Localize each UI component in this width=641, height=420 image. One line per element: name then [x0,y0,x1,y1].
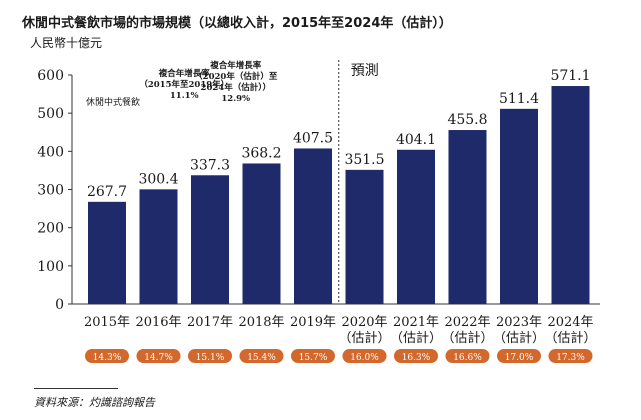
x-tick-label: 2021年 [393,315,439,330]
growth-badge [548,349,593,363]
x-tick-label: 2016年 [135,315,181,330]
bar [500,108,538,304]
growth-badge [342,349,387,363]
bar [191,175,229,304]
bar-value-label: 351.5 [344,152,384,168]
x-tick-label: 2015年 [84,315,130,330]
growth-badge-label: 17.3% [556,353,585,363]
cagr-annotation-line: 12.9% [221,94,250,104]
growth-badge-label: 17.0% [505,353,534,363]
x-tick-label: 2022年 [444,315,490,330]
growth-badge [136,349,181,363]
x-tick-label: （估計） [338,330,390,346]
cagr-annotation-line: （2015年至2019年） [139,79,229,90]
cagr-annotation-line: 複合年增長率 [158,68,211,79]
growth-badge [394,349,438,363]
bar-value-label: 511.4 [499,91,539,107]
growth-badge-label: 15.4% [247,353,276,363]
bar-value-label: 300.4 [138,171,178,187]
source-divider [34,388,118,389]
growth-badge [445,349,490,363]
bar [551,86,590,304]
bar-value-label: 571.1 [550,68,590,84]
growth-badge-label: 14.3% [93,353,122,363]
bar [88,201,126,304]
x-tick-label: （估計） [544,330,596,346]
growth-badge [239,349,284,363]
x-tick-label: （估計） [493,330,545,346]
bar-value-label: 368.2 [241,145,281,161]
growth-badge-label: 14.7% [144,353,173,363]
growth-badge-label: 16.0% [350,353,379,363]
growth-badge [188,349,232,363]
bar [139,189,178,304]
y-tick-label: 500 [37,106,64,122]
x-tick-label: （估計） [441,330,493,346]
bar [448,130,487,304]
bar [242,163,281,304]
chart-title: 休閒中式餐飲市場的市場規模（以總收入計，2015年至2024年（估計）） [22,16,452,31]
y-tick-label: 600 [37,68,64,84]
y-tick-label: 200 [37,221,64,237]
bar [294,148,332,304]
x-tick-label: （估計） [390,330,442,346]
x-tick-label: 2020年 [341,315,387,330]
cagr-annotation-line: （2020年（估計）至 [194,71,278,82]
x-tick-label: 2019年 [290,315,336,330]
growth-badge [497,349,541,363]
bar [345,169,384,304]
bar-value-label: 267.7 [87,184,127,200]
x-tick-label: 2023年 [496,315,542,330]
growth-badge-label: 15.7% [299,353,328,363]
x-tick-label: 2024年 [547,315,593,330]
cagr-annotation-line: 11.1% [170,91,199,101]
growth-badge-label: 16.6% [453,353,482,363]
cagr-annotation-line: 2024年（估計）） [201,82,271,93]
bar [397,149,435,304]
series-label: 休閒中式餐飲 [86,96,140,108]
y-tick-label: 0 [55,297,64,313]
growth-badge-label: 16.3% [402,353,431,363]
growth-badge [85,349,129,363]
source-note: 資料來源：灼識諮詢報告 [34,396,155,409]
x-tick-label: 2017年 [187,315,233,330]
growth-badge-label: 15.1% [196,353,225,363]
forecast-label: 預測 [351,63,379,79]
unit-label: 人民幣十億元 [30,36,103,50]
x-tick-label: 2018年 [238,315,284,330]
growth-badge [291,349,335,363]
bar-value-label: 337.3 [190,157,230,173]
y-tick-label: 400 [37,144,64,160]
bar-value-label: 404.1 [396,132,436,148]
y-tick-label: 100 [37,259,64,275]
cagr-annotation-line: 複合年增長率 [209,60,262,71]
y-tick-label: 300 [37,183,64,199]
bar-value-label: 407.5 [293,130,333,146]
bar-value-label: 455.8 [447,112,487,128]
